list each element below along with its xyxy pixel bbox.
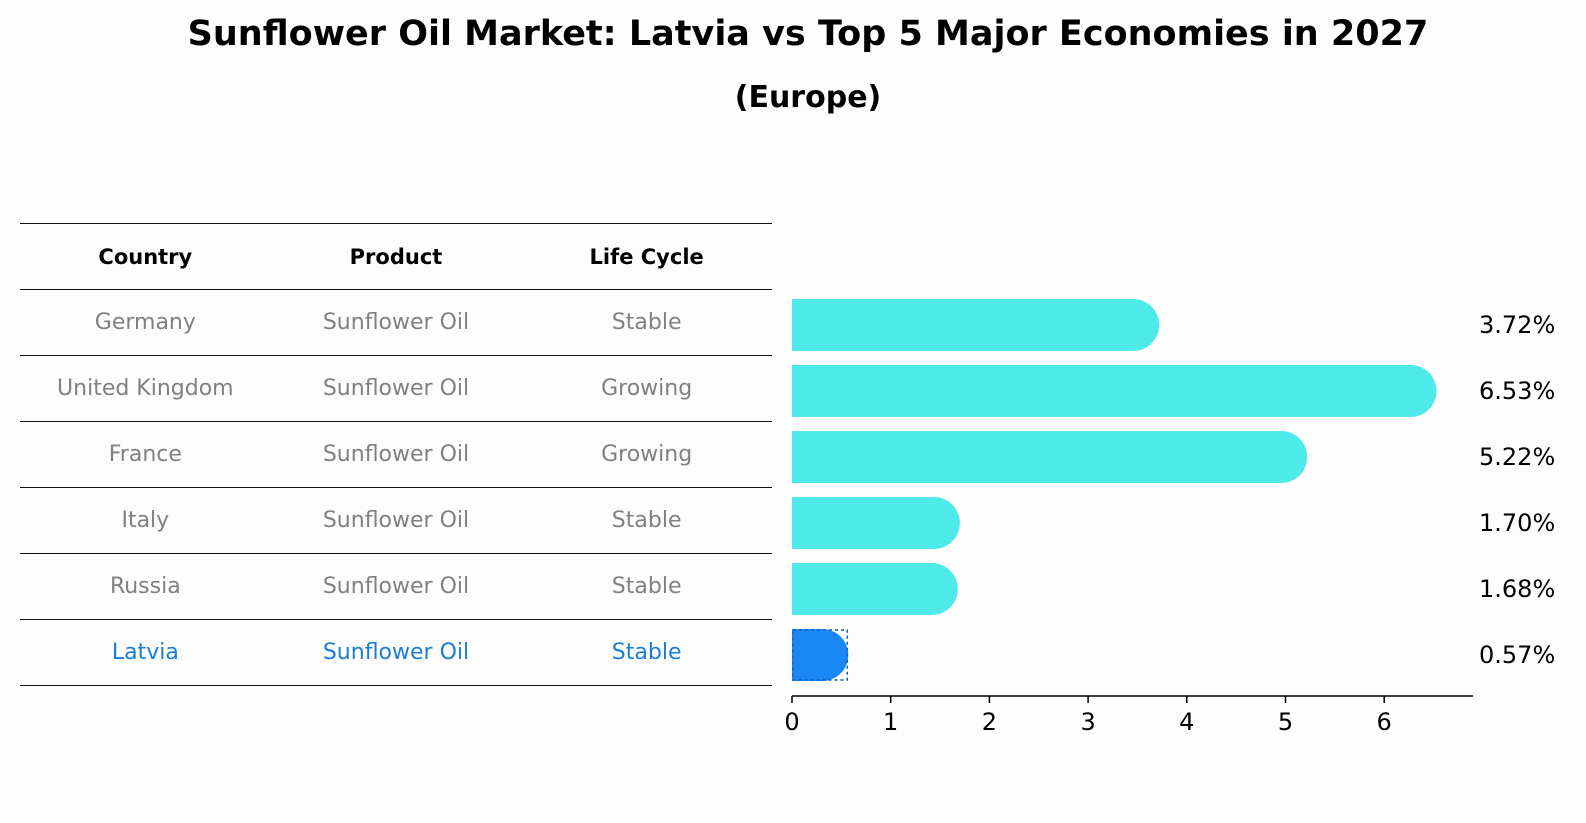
value-label: 1.70% [1479, 509, 1555, 537]
bar [792, 365, 1437, 417]
cell-life-cycle: Stable [611, 574, 682, 599]
table-header-row: Country Product Life Cycle [20, 224, 772, 290]
chart-title: Sunflower Oil Market: Latvia vs Top 5 Ma… [187, 14, 1429, 54]
x-tick-label: 6 [1377, 708, 1392, 736]
cell-country: United Kingdom [57, 376, 234, 401]
table-row: Latvia Sunflower Oil Stable [20, 620, 772, 686]
value-label: 0.57% [1479, 641, 1555, 669]
cell-country: Russia [109, 574, 181, 599]
header-life-cycle: Life Cycle [589, 244, 704, 269]
cell-life-cycle: Stable [611, 310, 682, 335]
table-row: United Kingdom Sunflower Oil Growing [20, 356, 772, 422]
cell-product: Sunflower Oil [322, 508, 470, 533]
cell-life-cycle: Stable [611, 508, 682, 533]
x-tick-label: 5 [1278, 708, 1293, 736]
table-body: Germany Sunflower Oil Stable United Kingdom… [20, 290, 772, 686]
cell-product: Sunflower Oil [322, 574, 470, 599]
bar [792, 629, 849, 681]
cell-product: Sunflower Oil [322, 640, 470, 665]
chart-subtitle: (Europe) [734, 80, 882, 115]
header-product: Product [349, 244, 443, 269]
bar [792, 497, 960, 549]
x-tick-label: 4 [1179, 708, 1194, 736]
x-tick-label: 0 [784, 708, 799, 736]
cell-life-cycle: Growing [601, 376, 693, 401]
table-row: France Sunflower Oil Growing [20, 422, 772, 488]
value-label: 3.72% [1479, 311, 1555, 339]
bar [792, 431, 1308, 483]
x-tick-label: 3 [1080, 708, 1095, 736]
x-tick-label: 2 [982, 708, 997, 736]
value-label: 1.68% [1479, 575, 1555, 603]
cell-product: Sunflower Oil [322, 376, 470, 401]
x-tick-label: 1 [883, 708, 898, 736]
header-country: Country [98, 244, 193, 269]
cell-product: Sunflower Oil [322, 442, 470, 467]
value-label: 5.22% [1479, 443, 1555, 471]
cell-country: France [108, 442, 182, 467]
cell-life-cycle: Stable [611, 640, 682, 665]
cell-life-cycle: Growing [601, 442, 693, 467]
table-row: Italy Sunflower Oil Stable [20, 488, 772, 554]
bar [792, 299, 1160, 351]
table-row: Germany Sunflower Oil Stable [20, 290, 772, 356]
cell-product: Sunflower Oil [322, 310, 470, 335]
highlight-outline [792, 629, 849, 681]
cell-country: Latvia [111, 640, 179, 665]
bar [792, 563, 958, 615]
data-table: Country Product Life Cycle Germany Sunflo… [20, 223, 772, 686]
cell-country: Germany [94, 310, 196, 335]
value-label: 6.53% [1479, 377, 1555, 405]
table-row: Russia Sunflower Oil Stable [20, 554, 772, 620]
cell-country: Italy [121, 508, 170, 533]
